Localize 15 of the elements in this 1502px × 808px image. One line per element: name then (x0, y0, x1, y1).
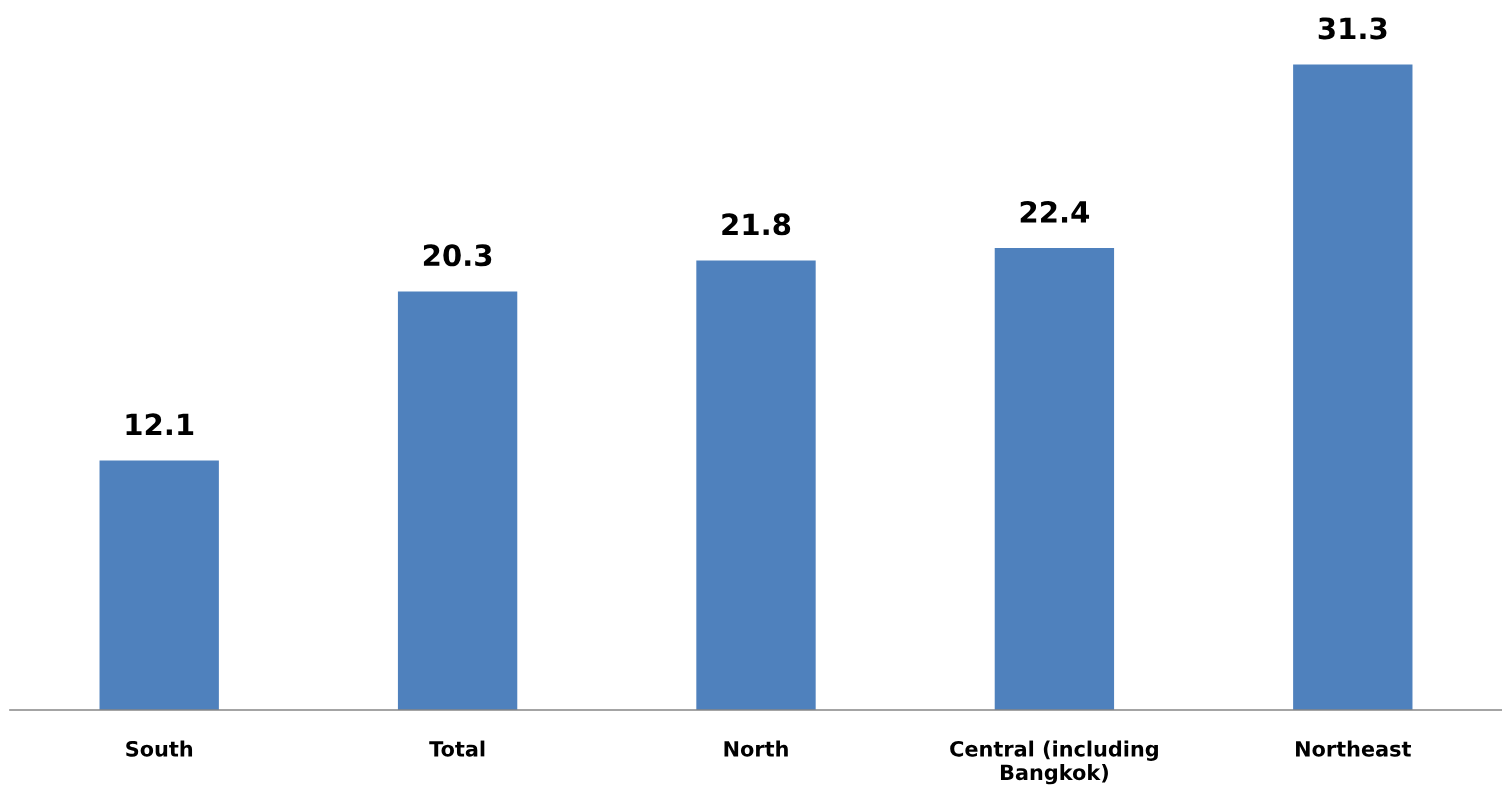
data-label: 21.8 (722, 213, 791, 236)
bar (397, 291, 518, 710)
data-label: 12.1 (126, 413, 194, 435)
x-tick-label: Northeast (1296, 740, 1412, 757)
x-tick-label: Central (including Bangkok) (950, 740, 1158, 785)
x-tick-label: Total (429, 740, 485, 757)
data-label: 22.4 (1020, 200, 1090, 223)
x-tick-label: South (126, 740, 193, 757)
data-label: 20.3 (423, 244, 492, 267)
data-label: 31.3 (1318, 17, 1387, 40)
bar (1293, 64, 1413, 710)
x-tick-label: North (724, 740, 788, 757)
bar (696, 260, 816, 710)
bar (994, 248, 1115, 710)
bar (99, 460, 219, 710)
